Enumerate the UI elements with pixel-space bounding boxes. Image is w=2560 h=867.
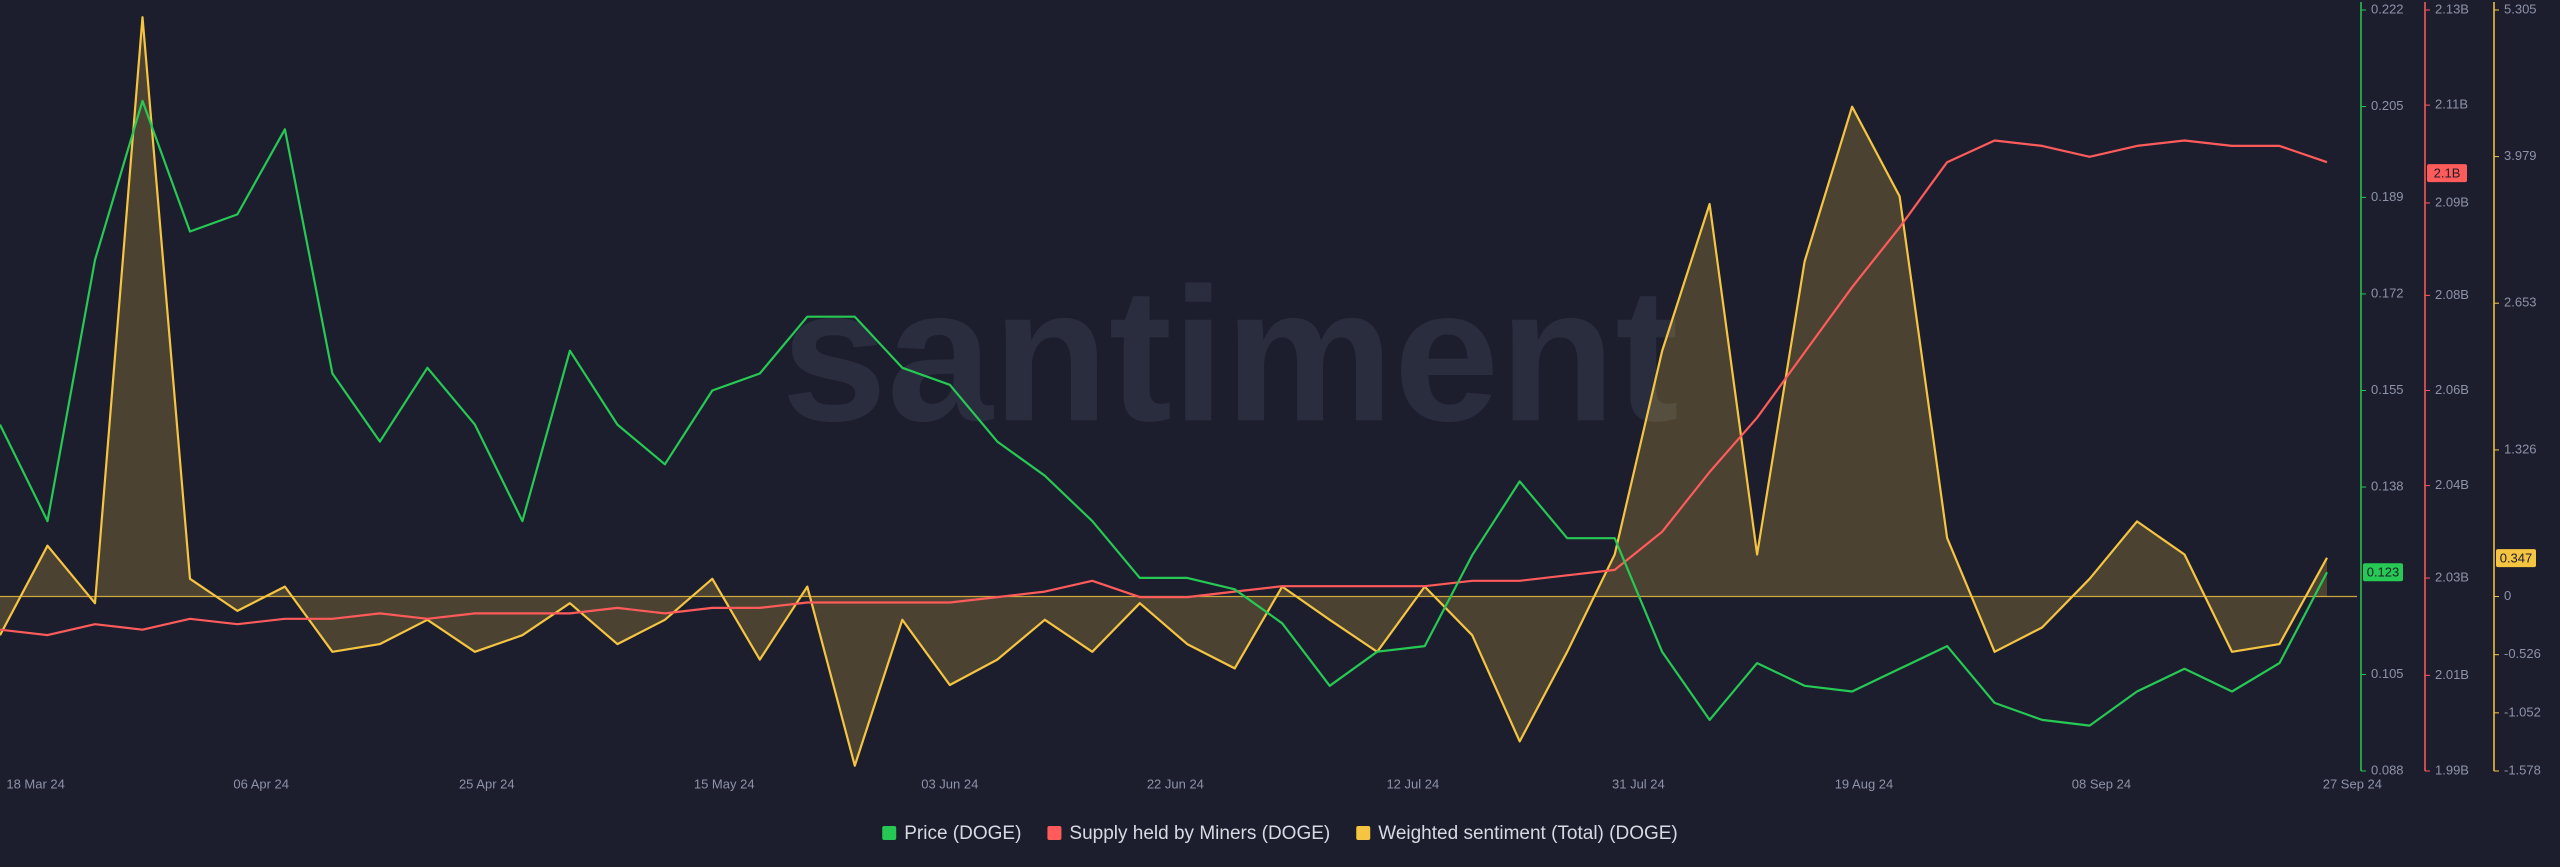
value-badge — [2427, 164, 2467, 183]
x-tick-label: 06 Apr 24 — [233, 776, 289, 791]
y-tick-label: 2.09B — [2435, 194, 2469, 209]
y-tick-label: 2.13B — [2435, 1, 2469, 16]
x-tick-label: 18 Mar 24 — [6, 776, 65, 791]
value-badge-label: 0.123 — [2367, 565, 2400, 580]
legend-label: Weighted sentiment (Total) (DOGE) — [1378, 823, 1678, 844]
value-badge — [2363, 563, 2403, 582]
x-tick-label: 22 Jun 24 — [1147, 776, 1204, 791]
y-tick-label: 0.155 — [2371, 382, 2404, 397]
series-line — [0, 99, 2328, 727]
legend-label: Supply held by Miners (DOGE) — [1069, 823, 1330, 844]
y-tick-label: 0.172 — [2371, 285, 2404, 300]
y-tick-label: 0.088 — [2371, 762, 2404, 777]
x-tick-label: 31 Jul 24 — [1612, 776, 1665, 791]
y-tick-label: 3.979 — [2504, 148, 2537, 163]
y-tick-label: 2.11B — [2435, 97, 2468, 112]
y-tick-label: -0.526 — [2504, 646, 2541, 661]
value-badge-label: 2.1B — [2434, 166, 2461, 181]
y-tick-label: -1.052 — [2504, 704, 2541, 719]
y-tick-label: 1.99B — [2435, 762, 2469, 777]
watermark: santiment — [781, 249, 1678, 461]
value-badge — [2496, 549, 2536, 568]
y-tick-label: 2.03B — [2435, 569, 2469, 584]
x-tick-label: 25 Apr 24 — [459, 776, 515, 791]
x-tick-label: 03 Jun 24 — [921, 776, 978, 791]
x-tick-label: 19 Aug 24 — [1835, 776, 1894, 791]
y-tick-label: 2.653 — [2504, 295, 2537, 310]
y-tick-label: 0 — [2504, 588, 2511, 603]
y-tick-label: 2.01B — [2435, 667, 2469, 682]
y-tick-label: 0.222 — [2371, 1, 2404, 16]
x-tick-label: 08 Sep 24 — [2072, 776, 2131, 791]
series-line — [0, 16, 2328, 767]
series-line — [0, 139, 2328, 637]
legend-swatch — [1356, 826, 1371, 840]
y-tick-label: 2.08B — [2435, 287, 2469, 302]
y-tick-label: 0.138 — [2371, 478, 2404, 493]
area-fill — [0, 17, 2327, 766]
y-tick-label: 2.06B — [2435, 382, 2469, 397]
y-tick-label: 0.205 — [2371, 98, 2404, 113]
y-tick-label: -1.578 — [2504, 762, 2541, 777]
y-tick-label: 0.105 — [2371, 666, 2404, 681]
y-tick-label: 2.04B — [2435, 477, 2469, 492]
y-tick-label: 0.189 — [2371, 189, 2404, 204]
legend-swatch — [1047, 826, 1062, 840]
x-tick-label: 27 Sep 24 — [2323, 776, 2382, 791]
y-tick-label: 5.305 — [2504, 1, 2537, 16]
legend: Price (DOGE) Supply held by Miners (DOGE)… — [882, 823, 1678, 844]
legend-label: Price (DOGE) — [904, 823, 1021, 844]
x-tick-label: 15 May 24 — [694, 776, 755, 791]
legend-swatch — [882, 826, 897, 840]
value-badge-label: 0.347 — [2500, 551, 2533, 566]
y-tick-label: 1.326 — [2504, 441, 2537, 456]
x-tick-label: 12 Jul 24 — [1386, 776, 1439, 791]
